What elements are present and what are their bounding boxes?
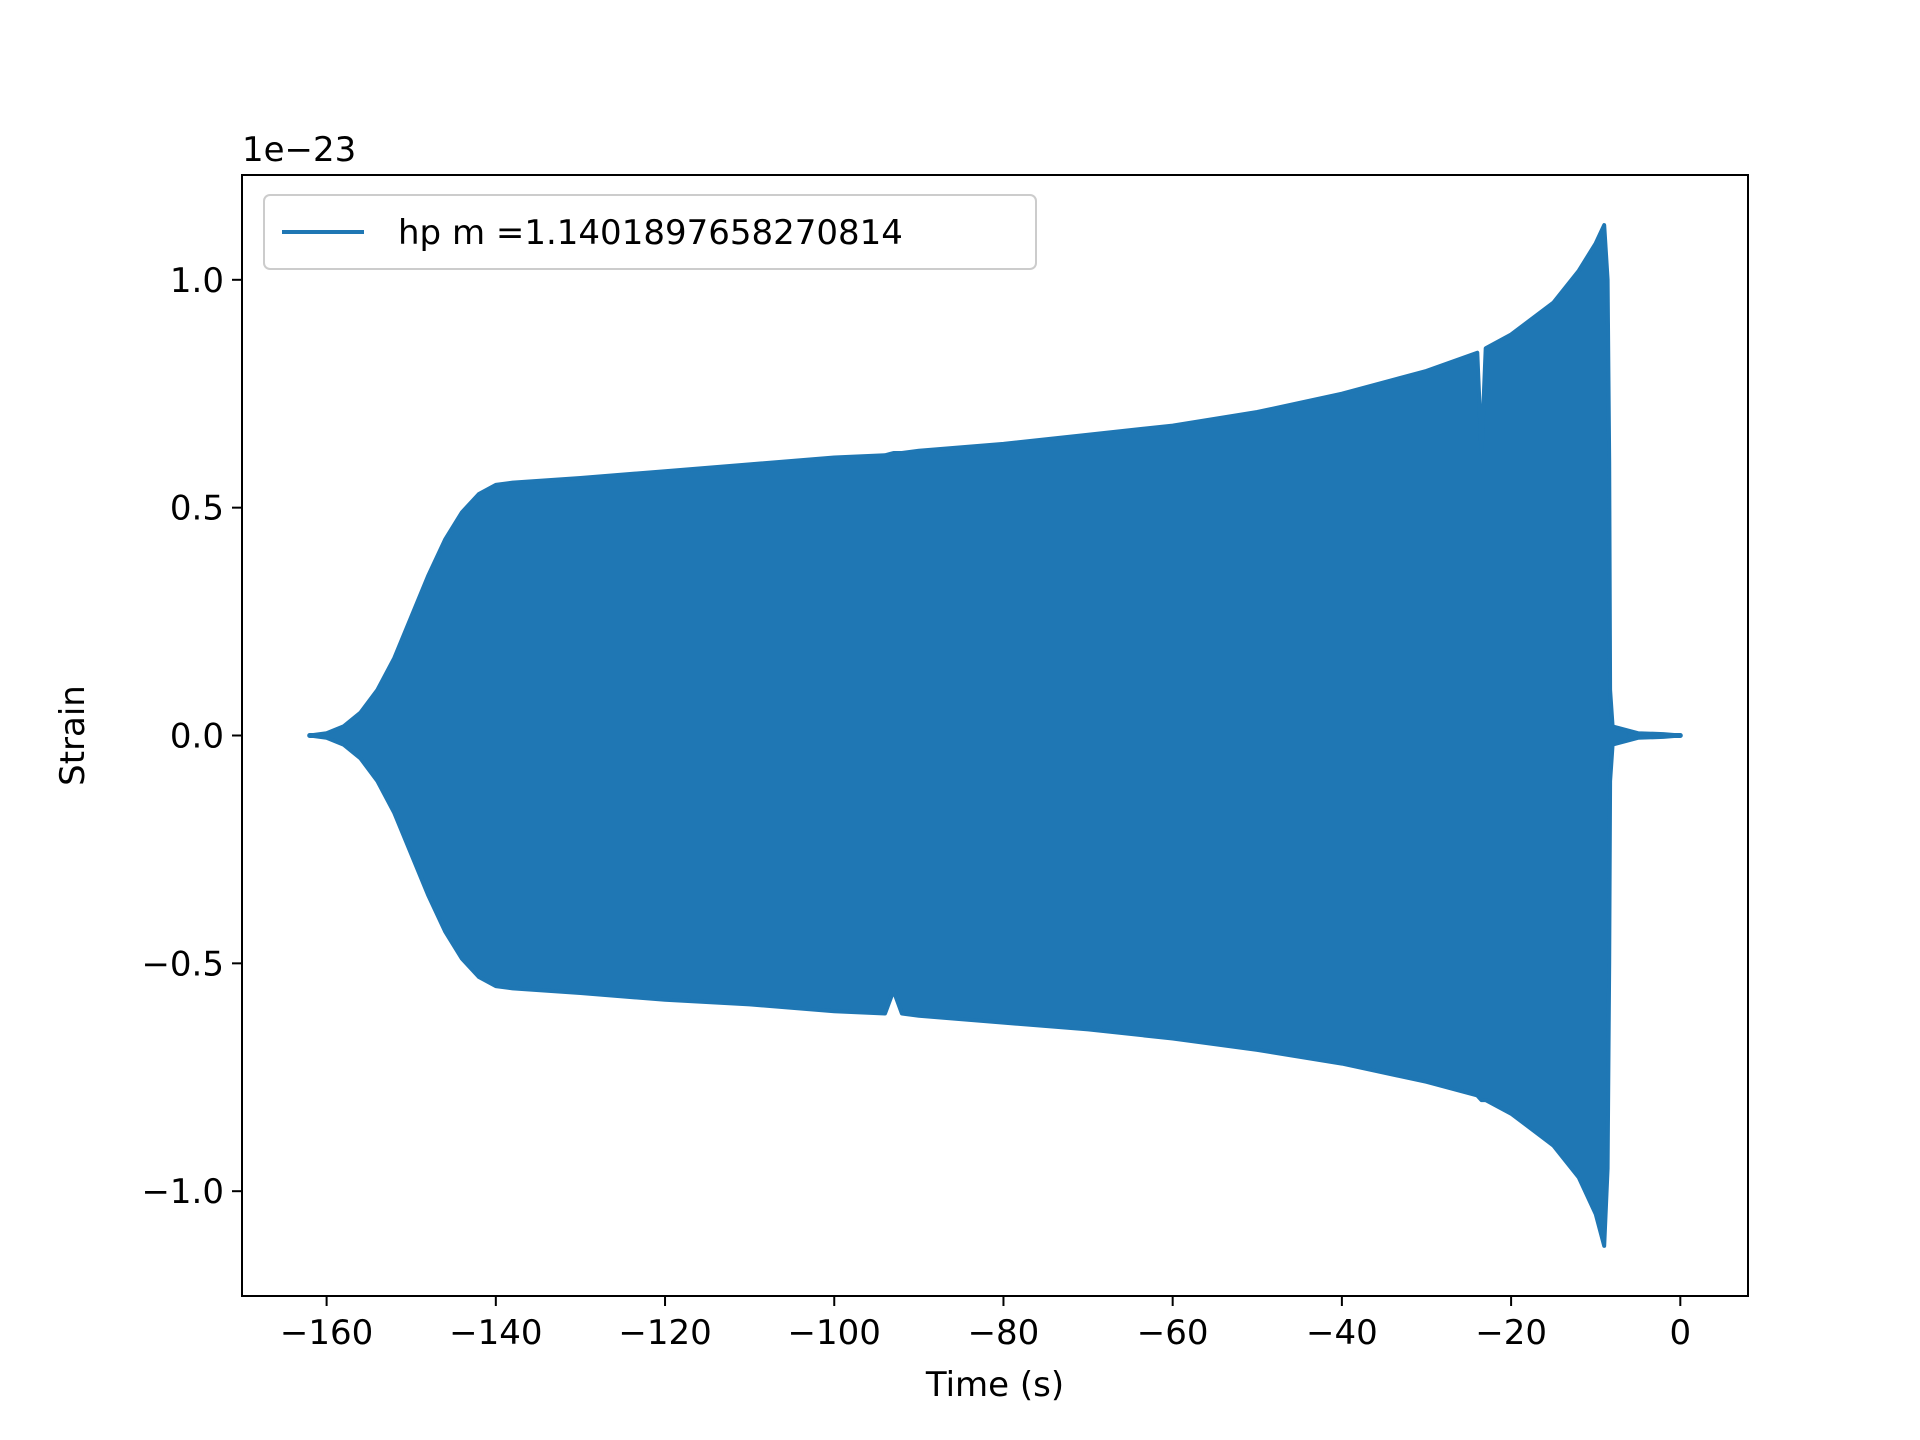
x-tick-label: −20 xyxy=(1475,1313,1547,1353)
x-tick-label: −160 xyxy=(280,1313,373,1353)
x-tick-label: −120 xyxy=(618,1313,711,1353)
y-tick-label: −1.0 xyxy=(141,1172,224,1212)
y-tick-label: 0.0 xyxy=(170,717,224,757)
y-tick-label: 0.5 xyxy=(170,489,224,529)
x-tick-label: −80 xyxy=(968,1313,1040,1353)
y-axis-offset-label: 1e−23 xyxy=(242,130,356,170)
y-axis-ticks: 1.0 0.5 0.0 −0.5 −1.0 xyxy=(141,261,242,1212)
x-tick-label: −100 xyxy=(788,1313,881,1353)
y-tick-label: −0.5 xyxy=(141,944,224,984)
legend: hp m =1.1401897658270814 xyxy=(263,194,1037,270)
x-tick-label: −40 xyxy=(1306,1313,1378,1353)
y-tick-label: 1.0 xyxy=(170,261,224,301)
legend-entry: hp m =1.1401897658270814 xyxy=(398,213,903,253)
legend-box xyxy=(263,194,1037,270)
y-axis-label: Strain xyxy=(53,685,93,786)
plot-area xyxy=(307,223,1683,1248)
x-axis-label: Time (s) xyxy=(925,1365,1064,1405)
x-tick-label: −60 xyxy=(1137,1313,1209,1353)
x-axis-ticks: −160 −140 −120 −100 −80 −60 −40 −20 0 xyxy=(280,1296,1691,1353)
x-tick-label: 0 xyxy=(1669,1313,1691,1353)
x-tick-label: −140 xyxy=(449,1313,542,1353)
